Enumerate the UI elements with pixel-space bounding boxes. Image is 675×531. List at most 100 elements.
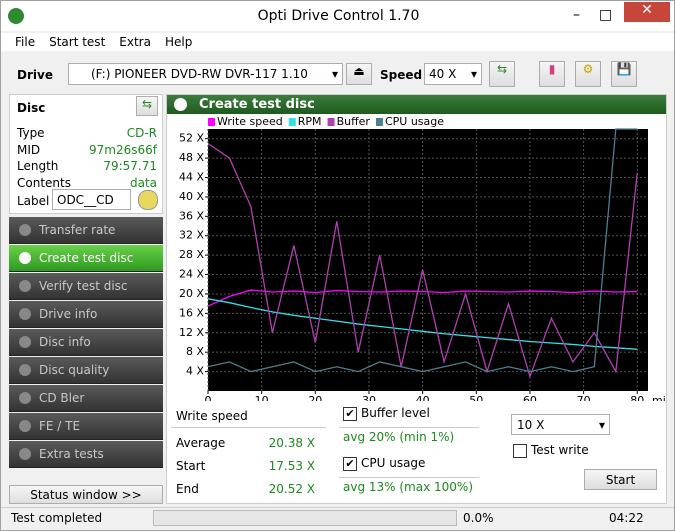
- y-tick-label: 4 X: [186, 365, 204, 378]
- nav-item[interactable]: FE / TE: [9, 413, 163, 440]
- stat-value: 20.52 X: [268, 482, 315, 496]
- nav-label: Extra tests: [39, 447, 104, 461]
- menu-item[interactable]: File: [15, 35, 36, 49]
- y-tick-label: 36 X: [179, 209, 204, 222]
- refresh-button[interactable]: ⇆: [489, 61, 515, 87]
- checkbox[interactable]: ✔: [343, 407, 357, 421]
- maximize[interactable]: □: [599, 7, 613, 23]
- nav-label: Transfer rate: [39, 223, 116, 237]
- disc-value: 79:57.71: [103, 159, 157, 173]
- disc-refresh[interactable]: ⇆: [136, 96, 158, 116]
- x-tick-label: 80: [630, 394, 644, 401]
- checkbox-label: Buffer level: [361, 406, 430, 420]
- checkbox-label: CPU usage: [361, 456, 426, 470]
- nav-item[interactable]: Transfer rate: [9, 217, 163, 244]
- y-tick-label: 24 X: [179, 268, 204, 281]
- divider: [339, 427, 479, 428]
- nav-item[interactable]: Disc info: [9, 329, 163, 356]
- stat-key: End: [176, 482, 199, 496]
- app-icon: [8, 8, 24, 24]
- y-tick-label: 48 X: [179, 151, 204, 164]
- x-tick-label: 10: [255, 394, 269, 401]
- disc-key: Type: [17, 126, 45, 140]
- x-tick-label: 50: [469, 394, 483, 401]
- y-tick-label: 28 X: [179, 248, 204, 261]
- plot-area: [208, 129, 648, 391]
- settings-button[interactable]: ⚙: [575, 61, 601, 87]
- stat-key: Start: [176, 459, 206, 473]
- disc-key: Contents: [17, 175, 71, 190]
- legend-swatch: [327, 118, 335, 126]
- x-tick-label: 30: [362, 394, 376, 401]
- speed-select[interactable]: 40 X ▾: [424, 63, 482, 85]
- erase-button[interactable]: ▮: [539, 61, 565, 87]
- menu-item[interactable]: Start test: [49, 35, 106, 49]
- drive-value: (F:) PIONEER DVD-RW DVR-117 1.10: [91, 67, 308, 81]
- test-speed-value: 10 X: [517, 418, 545, 432]
- checkbox[interactable]: ✔: [343, 457, 357, 471]
- speed-value: 40 X: [429, 67, 457, 81]
- y-tick-label: 12 X: [179, 326, 204, 339]
- option-summary: avg 20% (min 1%): [343, 430, 455, 444]
- y-tick-label: 32 X: [179, 229, 204, 242]
- start-button[interactable]: Start: [584, 469, 657, 490]
- nav-label: Verify test disc: [39, 279, 128, 293]
- chart: 4 X 8 X 12 X 16 X 20 X 24 X 28 X 32 X 36 X 40 X 44…: [179, 115, 665, 401]
- status-text: Test completed: [11, 511, 103, 525]
- nav-label: Disc info: [39, 335, 91, 349]
- disc-value: data: [129, 175, 157, 190]
- nav-item[interactable]: Disc quality: [9, 357, 163, 384]
- series-line: [207, 289, 638, 307]
- x-tick-label: 60: [523, 394, 537, 401]
- divider: [171, 427, 326, 428]
- eject-button[interactable]: ⏏: [346, 63, 372, 85]
- menu-bar: [1, 33, 674, 51]
- series-line: [207, 298, 638, 350]
- nav-label: CD Bler: [39, 391, 85, 405]
- save-button[interactable]: 💾: [611, 61, 637, 87]
- menu-item[interactable]: Help: [164, 35, 193, 49]
- window-title: Opti Drive Control 1.70: [257, 8, 420, 24]
- x-tick-label: 20: [308, 394, 322, 401]
- label-input[interactable]: ODC__CD: [52, 189, 131, 210]
- x-tick-label: 0: [205, 394, 212, 401]
- nav-item[interactable]: Drive info: [9, 301, 163, 328]
- disc-key: Length: [17, 159, 59, 173]
- y-tick-label: 40 X: [179, 190, 204, 203]
- nav-item[interactable]: Extra tests: [9, 441, 163, 468]
- legend-swatch: [288, 118, 296, 126]
- y-tick-label: 44 X: [179, 171, 204, 184]
- close[interactable]: ✕: [624, 2, 670, 22]
- nav-item[interactable]: Verify test disc: [9, 273, 163, 300]
- nav-item[interactable]: Create test disc: [9, 245, 163, 272]
- minimize[interactable]: –: [573, 7, 580, 23]
- divider: [339, 477, 479, 478]
- stat-key: Average: [176, 436, 226, 450]
- disc-icon: [138, 190, 158, 210]
- nav-label: Drive info: [39, 307, 98, 321]
- x-axis-label: min: [652, 394, 665, 401]
- drive-select[interactable]: (F:) PIONEER DVD-RW DVR-117 1.10 ▾: [68, 63, 343, 85]
- menu-item[interactable]: Extra: [119, 35, 151, 49]
- legend-label: RPM: [298, 115, 322, 128]
- legend-label: Write speed: [217, 115, 283, 128]
- y-tick-label: 20 X: [179, 287, 204, 300]
- stat-value: 17.53 X: [268, 459, 315, 473]
- disc-value: CD-R: [126, 126, 157, 140]
- y-tick-label: 16 X: [179, 306, 204, 319]
- title-bar: [1, 1, 674, 31]
- legend-label: CPU usage: [385, 115, 444, 128]
- checkbox-label: Test write: [531, 443, 589, 457]
- disc-title: Disc: [17, 101, 46, 115]
- status-window-button[interactable]: Status window >>: [9, 485, 163, 504]
- nav-label: Create test disc: [39, 251, 134, 265]
- y-tick-label: 8 X: [186, 345, 204, 358]
- option-summary: avg 13% (max 100%): [343, 480, 474, 494]
- test-speed-select[interactable]: 10 X ▾: [511, 414, 610, 435]
- label-name: Label: [17, 194, 50, 208]
- disc-value: 97m26s66f: [89, 142, 157, 157]
- stats-title: Write speed: [176, 409, 248, 423]
- checkbox[interactable]: [513, 444, 527, 458]
- x-tick-label: 70: [577, 394, 591, 401]
- nav-item[interactable]: CD Bler: [9, 385, 163, 412]
